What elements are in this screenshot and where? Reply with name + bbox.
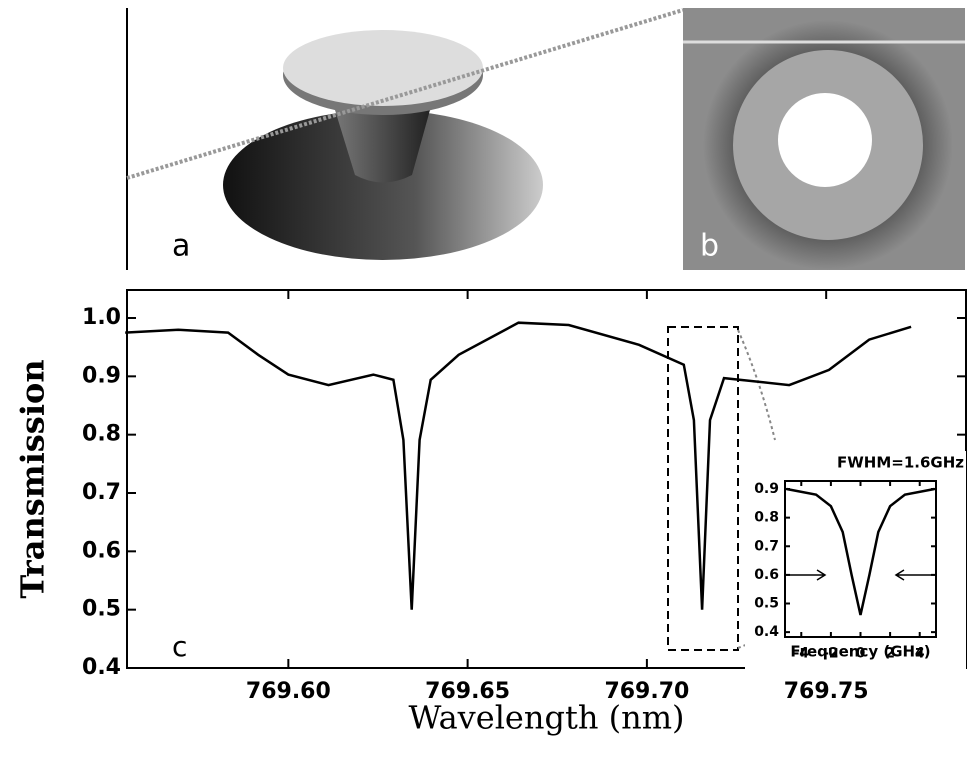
x-tick-label: 769.65 bbox=[425, 679, 510, 704]
plot-frame bbox=[784, 480, 937, 638]
x-tick-label: -4 bbox=[794, 646, 810, 662]
x-tick-label: 769.75 bbox=[784, 679, 869, 704]
x-tick-label: 0 bbox=[856, 646, 866, 662]
y-tick-label: 0.4 bbox=[754, 624, 779, 640]
data-line bbox=[786, 487, 935, 616]
x-tick-label: -2 bbox=[823, 646, 839, 662]
y-tick-label: 0.5 bbox=[82, 597, 121, 622]
fwhm-marker bbox=[785, 569, 827, 581]
panel-a bbox=[126, 8, 684, 270]
x-tick-label: 2 bbox=[885, 646, 895, 662]
y-tick-label: 0.5 bbox=[754, 596, 779, 612]
y-tick-label: 0.6 bbox=[82, 538, 121, 563]
x-tick-label: 4 bbox=[915, 646, 925, 662]
y-tick-label: 0.9 bbox=[754, 481, 779, 497]
inset-background bbox=[745, 451, 966, 672]
y-tick-label: 0.4 bbox=[82, 655, 121, 680]
panel-b bbox=[683, 8, 965, 270]
panel-label: a bbox=[172, 229, 190, 264]
y-tick-label: 0.9 bbox=[82, 363, 121, 388]
x-tick-label: 769.70 bbox=[604, 679, 689, 704]
panel-label: c bbox=[172, 630, 187, 663]
x-axis-title: Frequency (GHz) bbox=[790, 643, 930, 661]
y-axis-title: Transmission bbox=[14, 359, 52, 598]
panel-label: b bbox=[700, 229, 719, 264]
y-tick-label: 0.7 bbox=[82, 480, 121, 505]
y-tick-label: 1.0 bbox=[82, 305, 121, 330]
data-line bbox=[125, 321, 912, 610]
x-tick-label: 769.60 bbox=[246, 679, 331, 704]
x-axis-title: Wavelength (nm) bbox=[408, 699, 684, 737]
y-tick-label: 0.8 bbox=[754, 510, 779, 526]
fwhm-marker bbox=[894, 569, 936, 581]
inset-title: FWHM=1.6GHz bbox=[837, 454, 964, 472]
y-tick-label: 0.7 bbox=[754, 538, 779, 554]
y-tick-label: 0.6 bbox=[754, 567, 779, 583]
y-tick-label: 0.8 bbox=[82, 422, 121, 447]
